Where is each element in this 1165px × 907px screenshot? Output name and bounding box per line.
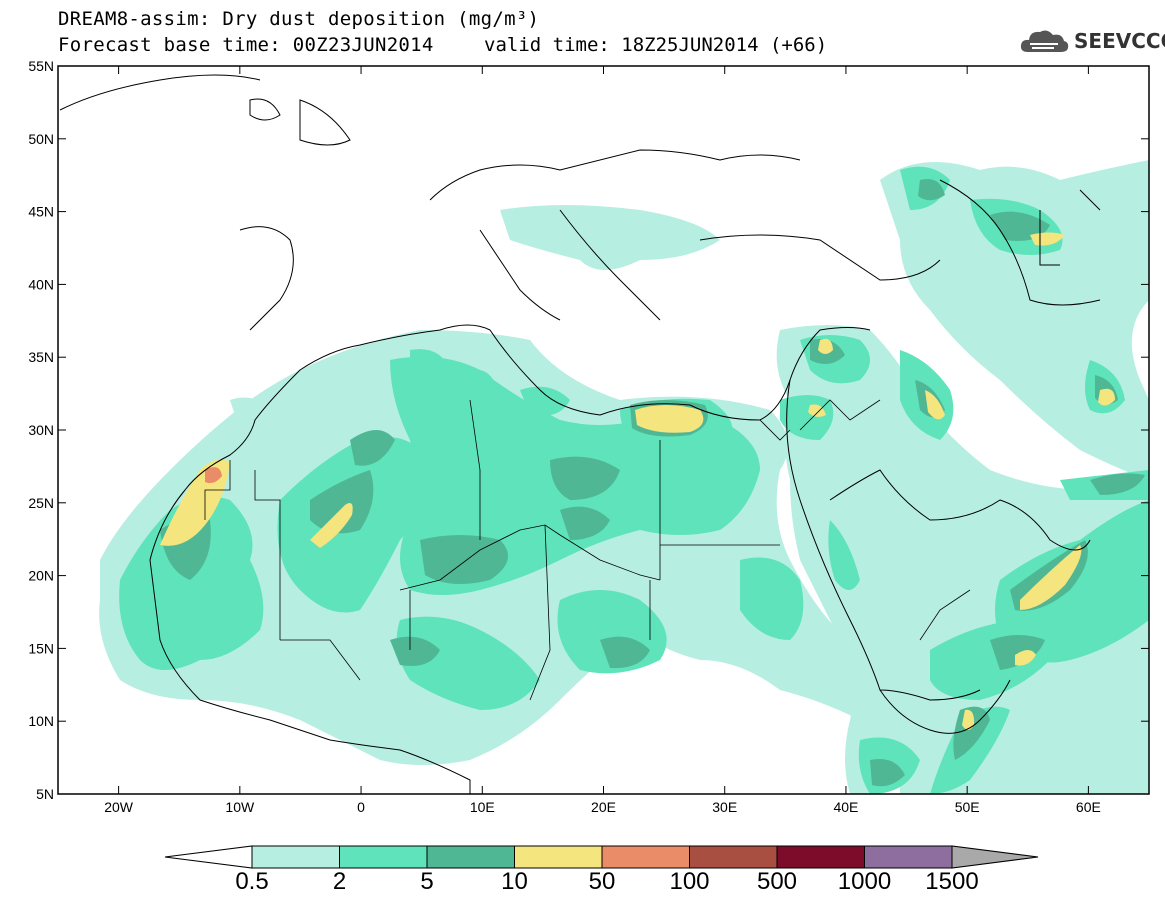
colorbar-swatch [864,845,953,869]
lat-label: 35N [28,349,54,365]
forecast-base-time: Forecast base time: 00Z23JUN2014 [58,34,434,56]
dust-max-region [205,467,222,484]
colorbar-over-arrow [951,845,1039,869]
colorbar-swatch [689,845,778,869]
colorbar-under-arrow [164,845,253,869]
cloud-icon [1020,30,1069,52]
coastlines [59,74,1101,794]
colorbar-label: 0.5 [235,868,269,895]
colorbar-label: 10 [501,868,528,895]
lon-label: 10W [225,799,255,815]
seevccc-logo: SEEVCCC [1018,26,1165,56]
colorbar-label: 2 [332,868,347,895]
lon-label: 30E [712,799,737,815]
lat-label: 30N [28,422,54,438]
country-borders [204,399,971,701]
colorbar-label: 500 [756,868,798,895]
chart-title: DREAM8-assim: Dry dust deposition (mg/m³… [58,8,540,30]
lon-label: 20E [591,799,616,815]
lat-label: 15N [28,640,54,656]
dust-field [99,160,1149,794]
colorbar-swatch [601,845,690,869]
colorbar-swatch [426,845,515,869]
colorbar-label: 100 [669,868,710,895]
colorbar-swatch [251,845,340,869]
lat-label: 45N [28,204,54,220]
logo-text: SEEVCCC [1074,29,1165,53]
lon-label: 10E [470,799,495,815]
longitude-axis: 20W 10W 0 10E 20E 30E 40E 50E 60E [104,66,1101,815]
colorbar-swatch [776,845,865,869]
lat-label: 40N [28,276,54,292]
colorbar-label: 50 [588,868,616,895]
lat-label: 55N [28,58,54,74]
lat-label: 25N [28,495,54,511]
lat-label: 20N [28,568,54,584]
colorbar-swatch [514,845,603,869]
lon-label: 20W [104,799,134,815]
valid-time: valid time: 18Z25JUN2014 (+66) [484,34,828,56]
lat-label: 5N [36,786,54,802]
latitude-axis: 55N 50N 45N 40N 35N 30N 25N 20N 15N 10N 5N [28,58,1149,802]
colorbar-label: 1500 [925,868,979,895]
lat-label: 10N [28,713,54,729]
lon-label: 0 [357,799,365,815]
lat-label: 50N [28,131,54,147]
colorbar-swatch [339,845,428,869]
colorbar-label: 5 [420,868,434,895]
colorbar [164,845,1039,869]
lon-label: 40E [833,799,858,815]
lon-label: 50E [955,799,980,815]
colorbar-label: 1000 [837,868,892,895]
lon-label: 60E [1076,799,1101,815]
